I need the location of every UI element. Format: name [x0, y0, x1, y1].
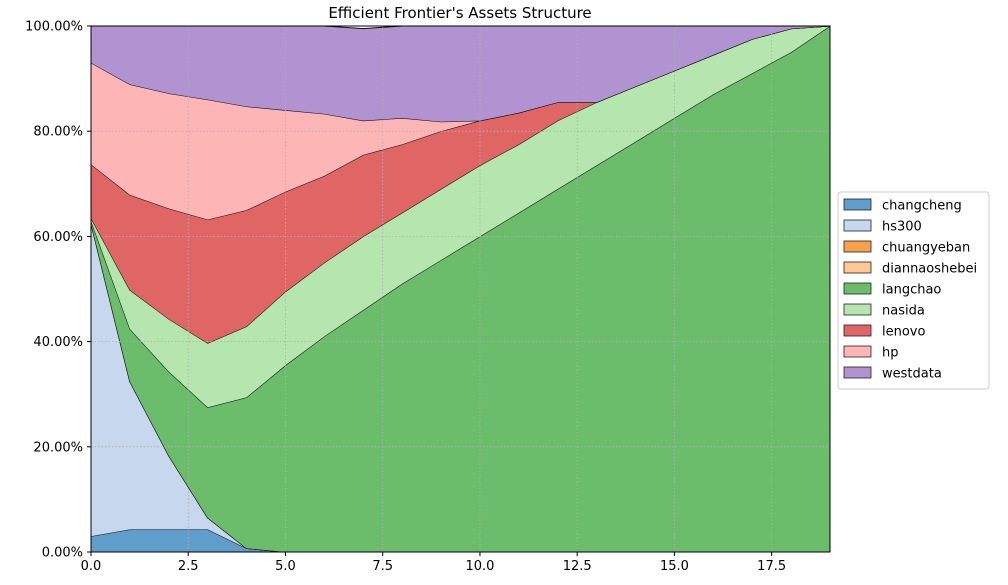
legend-label-langchao: langchao [882, 283, 941, 298]
x-tick-label: 7.5 [372, 559, 393, 574]
area-nasida [91, 26, 830, 408]
area-changcheng [91, 529, 830, 552]
legend-label-westdata: westdata [882, 367, 942, 382]
area-lenovo [91, 26, 830, 344]
y-tick-label: 0.00% [42, 546, 83, 561]
x-tick-label: 12.5 [563, 559, 592, 574]
area-westdata [91, 26, 830, 122]
legend-box [837, 191, 990, 390]
legend-label-lenovo: lenovo [882, 325, 925, 340]
legend-label-hp: hp [882, 346, 899, 361]
x-tick-label: 5.0 [275, 559, 296, 574]
legend-label-changcheng: changcheng [882, 199, 962, 214]
legend-swatch-diannaoshebei [843, 261, 872, 274]
plot-frame [90, 25, 831, 553]
legend-swatch-hp [843, 345, 872, 358]
legend-swatch-chuangyeban [843, 240, 872, 253]
legend-swatch-lenovo [843, 324, 872, 337]
area-langchao [91, 26, 830, 552]
y-tick-label: 80.00% [33, 125, 83, 140]
chart-title: Efficient Frontier's Assets Structure [328, 4, 591, 22]
y-tick-label: 60.00% [33, 230, 83, 245]
legend-swatch-nasida [843, 303, 872, 316]
x-tick-label: 0.0 [81, 559, 102, 574]
area-hp [91, 26, 830, 220]
x-tick-label: 10.0 [465, 559, 494, 574]
legend-label-diannaoshebei: diannaoshebei [882, 262, 977, 277]
y-tick-label: 20.00% [33, 440, 83, 455]
areas-layer [90, 25, 831, 553]
legend: changcheng hs300 chuangyeban diannaoshebei l… [837, 191, 990, 390]
legend-label-chuangyeban: chuangyeban [882, 241, 970, 256]
y-tick-label: 100.00% [25, 20, 83, 35]
legend-label-nasida: nasida [882, 304, 925, 319]
legend-swatch-changcheng [843, 198, 872, 211]
legend-swatch-hs300 [843, 219, 872, 232]
x-tick-label: 17.5 [757, 559, 786, 574]
y-tick-label: 40.00% [33, 335, 83, 350]
grid-layer [91, 26, 830, 552]
legend-swatch-langchao [843, 282, 872, 295]
legend-swatch-westdata [843, 366, 872, 379]
x-tick-label: 15.0 [660, 559, 689, 574]
axes-layer: 0.0 2.5 5.0 7.5 10.0 12.5 15.0 17.5 0.00% 20.00% 4… [25, 20, 831, 574]
area-hs300 [91, 223, 830, 552]
x-tick-label: 2.5 [178, 559, 199, 574]
legend-label-hs300: hs300 [882, 220, 922, 235]
